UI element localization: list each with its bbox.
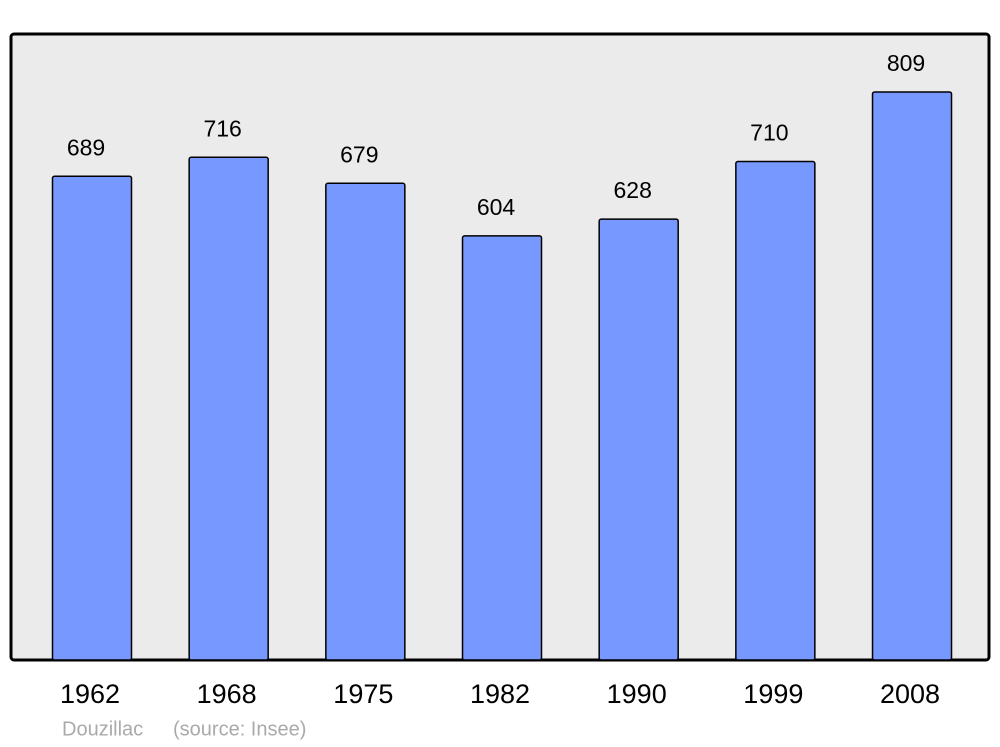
value-label: 689 bbox=[67, 134, 105, 160]
bar bbox=[871, 91, 953, 661]
bar bbox=[188, 156, 269, 661]
x-tick-label: 1975 bbox=[333, 679, 393, 709]
x-tick-label: 2008 bbox=[880, 679, 940, 709]
x-tick-label: 1968 bbox=[197, 679, 257, 709]
bar bbox=[51, 175, 133, 661]
bar bbox=[735, 160, 816, 661]
value-label: 628 bbox=[613, 177, 651, 203]
value-label: 716 bbox=[203, 115, 241, 141]
x-tick-label: 1999 bbox=[743, 679, 803, 709]
place-name: Douzillac bbox=[62, 718, 143, 740]
value-label: 710 bbox=[750, 120, 788, 146]
bar bbox=[598, 218, 679, 661]
value-label: 679 bbox=[340, 141, 378, 167]
bar bbox=[461, 235, 543, 661]
source: (source: Insee) bbox=[173, 718, 306, 740]
value-label: 604 bbox=[477, 194, 516, 220]
x-tick-label: 1962 bbox=[60, 679, 120, 709]
value-label: 809 bbox=[887, 50, 925, 76]
x-tick-label: 1990 bbox=[607, 679, 667, 709]
x-tick-label: 1982 bbox=[470, 679, 530, 709]
bar bbox=[325, 182, 406, 661]
